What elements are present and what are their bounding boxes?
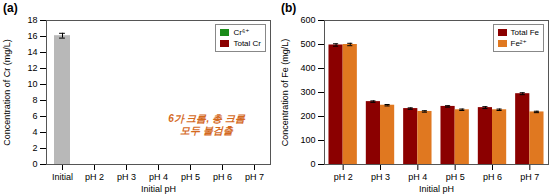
svg-text:Concentration of Cr (mg/L): Concentration of Cr (mg/L) bbox=[2, 39, 12, 146]
svg-text:pH 4: pH 4 bbox=[149, 172, 168, 182]
svg-text:8: 8 bbox=[32, 95, 37, 105]
svg-text:12: 12 bbox=[27, 63, 37, 73]
svg-text:pH 5: pH 5 bbox=[446, 172, 465, 182]
svg-text:pH 7: pH 7 bbox=[245, 172, 264, 182]
svg-text:pH 4: pH 4 bbox=[408, 172, 427, 182]
svg-text:pH 5: pH 5 bbox=[181, 172, 200, 182]
svg-text:pH 2: pH 2 bbox=[85, 172, 104, 182]
html-text:(a): (a) bbox=[3, 1, 18, 15]
svg-text:Initial: Initial bbox=[52, 172, 73, 182]
svg-text:10: 10 bbox=[27, 79, 37, 89]
svg-text:pH 3: pH 3 bbox=[117, 172, 136, 182]
svg-text:pH 7: pH 7 bbox=[520, 172, 539, 182]
html-text:Fe²⁺: Fe²⁺ bbox=[510, 39, 527, 48]
html-text:Total Cr: Total Cr bbox=[233, 39, 261, 48]
html-text:Total Fe: Total Fe bbox=[510, 28, 539, 37]
svg-text:0: 0 bbox=[32, 159, 37, 169]
svg-text:500: 500 bbox=[300, 39, 315, 49]
svg-text:400: 400 bbox=[300, 63, 315, 73]
svg-text:4: 4 bbox=[32, 127, 37, 137]
svg-text:100: 100 bbox=[300, 135, 315, 145]
svg-text:600: 600 bbox=[300, 15, 315, 25]
svg-text:0: 0 bbox=[310, 159, 315, 169]
svg-text:pH 2: pH 2 bbox=[334, 172, 353, 182]
svg-text:300: 300 bbox=[300, 87, 315, 97]
svg-text:Initial pH: Initial pH bbox=[141, 184, 176, 194]
svg-text:16: 16 bbox=[27, 31, 37, 41]
svg-text:Concentration of Fe (mg/L): Concentration of Fe (mg/L) bbox=[280, 39, 290, 147]
svg-text:pH 3: pH 3 bbox=[371, 172, 390, 182]
svg-text:2: 2 bbox=[32, 143, 37, 153]
svg-text:pH 6: pH 6 bbox=[213, 172, 232, 182]
svg-text:Initial pH: Initial pH bbox=[419, 184, 454, 194]
svg-text:200: 200 bbox=[300, 111, 315, 121]
svg-text:14: 14 bbox=[27, 47, 37, 57]
svg-text:pH 6: pH 6 bbox=[483, 172, 502, 182]
svg-text:18: 18 bbox=[27, 15, 37, 25]
html-text:Cr⁶⁺: Cr⁶⁺ bbox=[233, 28, 250, 37]
svg-text:6: 6 bbox=[32, 111, 37, 121]
svg-text:6가 크롬, 총 크롬모두 불검출: 6가 크롬, 총 크롬모두 불검출 bbox=[168, 113, 246, 136]
html-text:(b): (b) bbox=[281, 1, 297, 15]
